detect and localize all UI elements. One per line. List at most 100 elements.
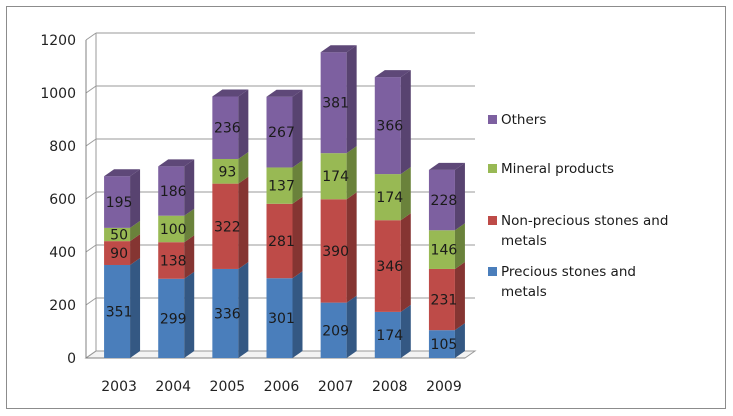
bar-side [454,223,465,269]
y-tick-label: 600 [49,192,76,208]
bar-segment [266,167,293,204]
data-label: 195 [106,195,133,211]
legend-label: Precious stones and [501,264,636,280]
data-label: 174 [376,190,403,206]
legend-swatch [488,115,497,124]
bar-segment [266,96,293,168]
bar-segment [374,311,401,358]
legend-swatch [488,216,497,225]
bar-stack: 301 281 137 267 [266,89,303,358]
gridline-side [85,85,97,94]
legend: Others Mineral products Non-precious stone… [488,112,668,300]
data-label: 336 [214,306,241,322]
bar-side [292,271,303,358]
bar-stack: 174 346 174 366 [374,70,411,358]
bar-stack: 209 390 174 381 [320,45,357,358]
y-tick-label: 800 [49,139,76,155]
bar-side [400,304,411,358]
bar-side [238,151,249,184]
bar-top [428,162,465,170]
bar-segment [428,169,455,231]
bar-top [266,89,303,97]
bar-side [292,89,303,168]
bar-segment [374,77,401,175]
gridline-side [85,297,97,306]
legend-label: Non-precious stones and [501,213,668,229]
bar-side [346,45,357,154]
bar-segment [158,215,185,243]
bar-side [454,261,465,331]
data-label: 137 [268,179,295,195]
bar-top [374,70,411,78]
data-label: 346 [376,259,403,275]
bar-segment [104,241,131,265]
bar-segment [158,278,185,358]
bar-stack: 105 231 146 228 [428,162,465,358]
bar-side [400,70,411,175]
bar-segment [428,230,455,269]
bar-segment [320,153,347,200]
bar-side [184,271,195,358]
data-label: 236 [214,121,241,137]
legend-label: metals [501,284,547,300]
bar-top [320,45,357,53]
bar-segment [428,330,455,358]
bar-top [212,89,249,97]
y-tick-label: 1000 [40,86,76,102]
bar-side [346,146,357,200]
gridline-side [85,32,97,41]
data-label: 100 [160,222,187,238]
bar-side [238,261,249,358]
gridline-side [85,191,97,200]
legend-swatch [488,267,497,276]
bar-stack: 336 322 93 236 [212,89,249,358]
bar-segment [104,227,131,242]
data-label: 50 [110,228,128,244]
bar-side [454,323,465,358]
gridline-side [85,244,97,253]
bar-stack: 351 90 50 195 [104,169,141,358]
x-tick-label: 2004 [155,379,191,395]
legend-label: metals [501,233,547,249]
x-tick-label: 2006 [264,379,300,395]
bar-segment [374,174,401,221]
data-label: 351 [106,304,133,320]
bar-side [400,167,411,221]
bar-segment [374,220,401,312]
data-label: 105 [431,337,458,353]
data-label: 322 [214,219,241,235]
bar-side [130,220,141,242]
bar-segment [104,264,131,358]
data-label: 209 [322,323,349,339]
data-label: 390 [322,244,349,260]
y-tick-label: 0 [67,351,76,367]
bar-segment [320,52,347,154]
x-tick-label: 2008 [372,379,408,395]
data-label: 138 [160,253,187,269]
bar-stack: 299 138 100 186 [158,159,195,358]
data-label: 174 [322,169,349,185]
bar-segment [428,268,455,331]
bars: 351 90 50 195 299 138 100 186 336 322 93 236 301 281 1… [104,45,465,358]
data-label: 299 [160,311,187,327]
y-tick-label: 200 [49,298,76,314]
data-label: 301 [268,311,295,327]
bar-side [130,257,141,358]
bar-side [400,213,411,312]
bar-side [292,196,303,279]
bar-segment [158,242,185,279]
bar-segment [320,199,347,303]
bar-segment [266,203,293,279]
data-label: 267 [268,125,295,141]
legend-label: Mineral products [501,161,614,177]
bar-side [238,89,249,159]
legend-label: Others [501,112,546,128]
bar-side [238,176,249,269]
bar-segment [104,176,131,228]
bar-side [346,295,357,358]
bar-side [454,162,465,231]
bar-side [346,192,357,303]
bar-segment [212,183,239,269]
bar-segment [320,302,347,358]
